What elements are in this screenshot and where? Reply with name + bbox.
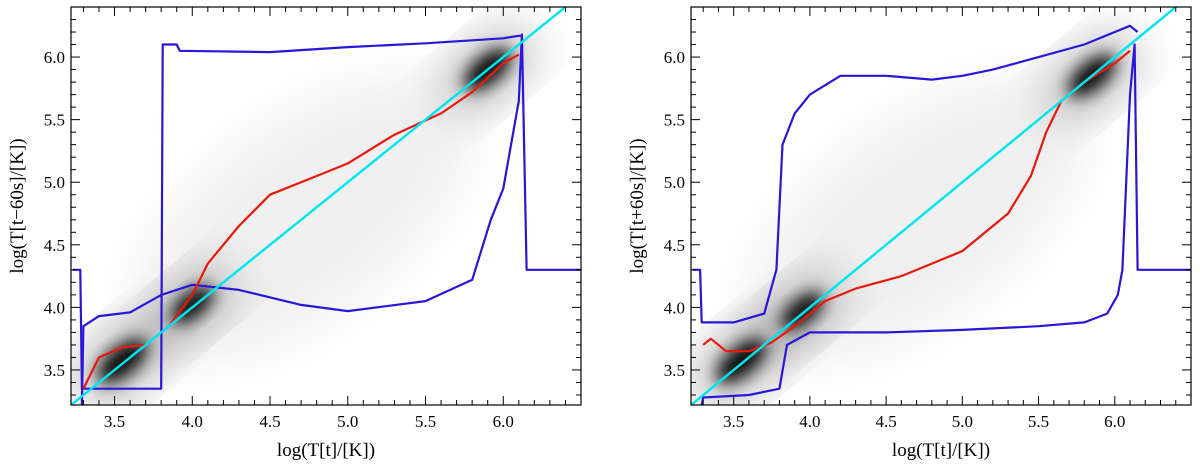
series-identity (71, 7, 568, 405)
series-identity (691, 7, 1178, 405)
series-upper-envelope (692, 24, 1139, 324)
right-plot-area (691, 7, 1191, 405)
right-ytick-label: 6.0 (664, 48, 685, 67)
left-ytick-label: 4.5 (44, 236, 65, 255)
left-frame (70, 6, 582, 406)
density-blob (171, 286, 214, 324)
right-frame (690, 6, 1192, 406)
density-blob (781, 292, 824, 330)
left-xtick-labels: 3.5 4.0 4.5 5.0 5.5 6.0 (104, 412, 514, 431)
right-ytick-label: 4.0 (664, 298, 685, 317)
left-ytick-label: 4.0 (44, 298, 65, 317)
left-plot-area (71, 7, 581, 405)
left-ytick-label: 6.0 (44, 48, 65, 67)
left-ticks (71, 6, 581, 405)
right-xtick-label: 6.0 (1104, 412, 1125, 431)
left-xtick-label: 5.0 (337, 412, 358, 431)
left-xtick-label: 6.0 (493, 412, 514, 431)
left-panel: 3.5 4.0 4.5 5.0 5.5 6.0 3.5 4.0 4.5 5.0 … (7, 6, 582, 461)
right-xtick-label: 3.5 (723, 412, 744, 431)
right-ytick-label: 4.5 (664, 236, 685, 255)
right-ytick-labels: 3.5 4.0 4.5 5.0 5.5 6.0 (664, 48, 685, 380)
right-xtick-label: 5.5 (1028, 412, 1049, 431)
left-xtick-label: 4.0 (182, 412, 203, 431)
left-y-axis-label: log(T[t−60s]/[K]) (7, 138, 28, 273)
left-xtick-label: 5.5 (415, 412, 436, 431)
right-lines (691, 7, 1191, 405)
left-x-axis-label: log(T[t]/[K]) (277, 440, 375, 461)
right-ticks (691, 6, 1191, 405)
right-ytick-label: 5.0 (664, 173, 685, 192)
left-xtick-label: 4.5 (259, 412, 280, 431)
right-x-axis-label: log(T[t]/[K]) (892, 440, 990, 461)
right-xtick-labels: 3.5 4.0 4.5 5.0 5.5 6.0 (723, 412, 1125, 431)
right-y-axis-label: log(T[t+60s]/[K]) (627, 138, 648, 273)
right-panel: 3.5 4.0 4.5 5.0 5.5 6.0 3.5 4.0 4.5 5.0 … (627, 6, 1192, 461)
left-ytick-label: 3.5 (44, 361, 65, 380)
left-ytick-labels: 3.5 4.0 4.5 5.0 5.5 6.0 (44, 48, 65, 380)
left-ytick-label: 5.5 (44, 111, 65, 130)
right-ytick-label: 5.5 (664, 111, 685, 130)
right-xtick-label: 5.0 (952, 412, 973, 431)
series-lower-envelope (700, 43, 1191, 405)
right-xtick-label: 4.0 (799, 412, 820, 431)
left-ytick-label: 5.0 (44, 173, 65, 192)
right-xtick-label: 4.5 (875, 412, 896, 431)
left-xtick-label: 3.5 (104, 412, 125, 431)
series-mean (82, 53, 520, 390)
series-lower-envelope (80, 33, 581, 405)
left-lines (71, 7, 581, 405)
right-ytick-label: 3.5 (664, 361, 685, 380)
